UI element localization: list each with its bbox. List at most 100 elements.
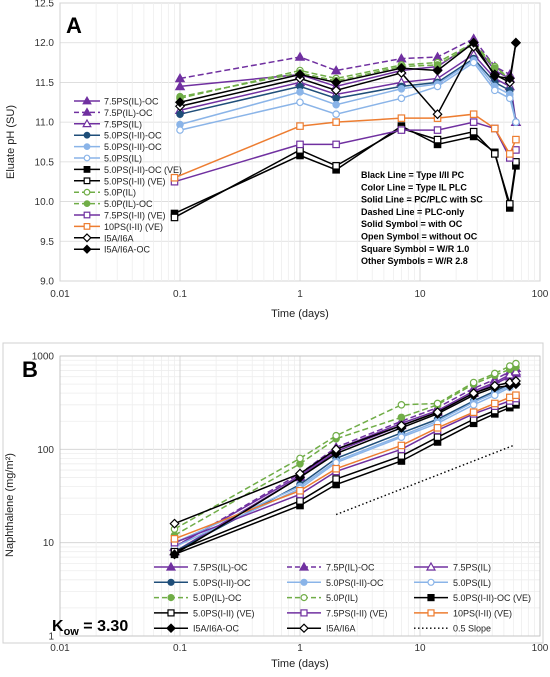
panel-b-series-line: [174, 362, 517, 530]
panel-a-series-13: [174, 37, 521, 108]
panel-a-ytick: 9.0: [40, 277, 54, 288]
panel-a-annotation-line: Solid Line = PC/PLC with SC: [361, 195, 483, 205]
panel-a-data-point: [490, 150, 499, 158]
panel-b-legend-label: 7.5PS(IL)-OC: [193, 563, 248, 573]
panel-b-ytick: 1: [48, 632, 54, 643]
panel-a-legend: 7.5PS(IL)-OC7.5P(IL)-OC7.5PS(IL) 5.0PS(I-…: [74, 95, 182, 255]
panel-b-data-point: [490, 369, 499, 378]
panel-a-legend-label: 5.0P(IL): [104, 188, 136, 198]
panel-a-legend-label: 10PS(I-II) (VE): [104, 222, 163, 232]
panel-a-legend-label: I5A/I6A: [104, 233, 134, 243]
panel-b-xlabel: Time (days): [271, 658, 329, 670]
panel-b-legend-label: 5.0PS(IL): [453, 578, 491, 588]
panel-a-ytick: 10.5: [35, 157, 55, 168]
panel-a-data-point: [397, 126, 406, 134]
panel-a-ylabel: Eluate pH (SU): [5, 105, 17, 179]
panel-a-data-point: [468, 37, 479, 48]
panel-b-data-point: [332, 458, 340, 467]
panel-b-data-point: [512, 359, 520, 368]
panel-a-data-point: [296, 140, 304, 149]
panel-a-annotation-line: Open Symbol = without OC: [361, 232, 478, 242]
panel-b-legend-marker: [427, 609, 435, 617]
panel-b-ytick: 10: [43, 538, 55, 549]
panel-b-legend-item: 5.0PS(I-II)-OC (VE): [414, 593, 531, 603]
panel-a-legend-marker: [83, 188, 91, 196]
panel-a-legend-label: 7.5PS(I-II) (VE): [104, 211, 166, 221]
panel-a-xtick: 0.01: [50, 289, 70, 300]
panel-a-series-5: [176, 58, 520, 134]
panel-a-legend-item: 7.5PS(IL): [74, 118, 142, 129]
panel-b-legend-marker: [298, 561, 310, 571]
panel-a-grid: [59, 2, 540, 282]
panel-a-annotation-line: Solid Symbol = with OC: [361, 219, 463, 229]
panel-b-legend-label: 5.0PS(I-II)-OC (VE): [453, 593, 531, 603]
panel-b-legend-label: 7.5P(IL)-OC: [326, 563, 375, 573]
kow-value: = 3.30: [79, 618, 128, 635]
panel-b-legend-label: 7.5PS(IL): [453, 563, 491, 573]
panel-a-data-point: [433, 82, 442, 91]
panel-b-legend-item: 5.0PS(I-II)-OC: [154, 578, 251, 588]
panel-a-ticks: 0.01 0.1 1 10 100 9.0 9.5 10.0 10.5 11.0 11.5 12.0 1…: [35, 0, 549, 300]
panel-b-legend-label: 0.5 Slope: [453, 624, 491, 634]
panel-a-data-point: [296, 98, 304, 107]
panel-b-data-point: [296, 486, 304, 495]
panel-b-data-point: [468, 388, 479, 399]
panel-b-ticks: 0.01 0.1 1 10 100 1 10 100 1000: [32, 352, 549, 655]
panel-a-xtick: 10: [414, 289, 426, 300]
panel-a-data-point: [176, 126, 184, 134]
panel-a: 0.01 0.1 1 10 100 9.0 9.5 10.0 10.5 11.0 11.5 12.0 1…: [5, 0, 549, 320]
panel-b-xtick: 100: [532, 643, 549, 654]
panel-b-xtick: 1: [297, 643, 303, 654]
panel-a-legend-item: 7.5PS(I-II) (VE): [74, 211, 166, 221]
panel-b-series-13: [169, 375, 521, 529]
panel-b-data-point: [397, 452, 406, 460]
panel-a-data-point: [170, 213, 179, 222]
panel-b-xtick: 10: [414, 643, 426, 654]
panel-b-legend-label: 7.5PS(I-II) (VE): [326, 608, 388, 618]
panel-a-data-point: [397, 114, 406, 122]
panel-b-legend-label: 5.0PS(I-II) (VE): [193, 608, 255, 618]
panel-a-legend-label: 5.0PS(IL): [104, 154, 142, 164]
panel-a-ytick: 11.5: [35, 78, 54, 89]
panel-a-data-point: [469, 110, 478, 119]
panel-b-legend-item: 7.5PS(I-II) (VE): [287, 608, 388, 618]
panel-a-data-point: [174, 80, 186, 91]
panel-b-data-point: [332, 431, 340, 440]
panel-a-ytick: 10.0: [35, 197, 55, 208]
panel-a-data-point: [170, 173, 179, 182]
panel-a-legend-item: 5.0P(IL)-OC: [74, 199, 153, 209]
panel-b-data-point: [332, 475, 340, 483]
panel-a-legend-label: 7.5P(IL)-OC: [104, 108, 153, 118]
panel-a-data-point: [332, 110, 340, 119]
panel-a-annotation: Black Line = Type I/II PC Color Line = Ty…: [361, 170, 483, 266]
panel-a-ytick: 12.5: [35, 0, 55, 10]
panel-b-data-point: [332, 464, 340, 473]
panel-a-legend-marker: [83, 223, 91, 230]
panel-a-data-point: [296, 88, 304, 96]
panel-a-data-point: [510, 37, 521, 48]
panel-a-data-point: [396, 63, 407, 74]
panel-b-data-point: [331, 444, 342, 455]
panel-a-legend-marker: [82, 233, 92, 243]
panel-a-annotation-line: Dashed Line = PLC-only: [361, 207, 464, 217]
panel-b-data-point: [510, 366, 522, 376]
panel-a-data-point: [469, 127, 478, 136]
panel-a-data-point: [505, 150, 514, 158]
panel-a-legend-item: 5.0PS(I-II)-OC: [74, 131, 162, 141]
panel-b-legend-item: 5.0PS(I-II)-OC: [287, 578, 384, 588]
panel-b-legend-marker: [167, 578, 175, 586]
panel-a-legend-marker: [82, 95, 92, 105]
panel-a-annotation-line: Other Symbols = W/R 2.8: [361, 256, 468, 266]
panel-a-xtick: 1: [297, 289, 303, 300]
panel-b-ylabel: Naphthalene (mg/m²): [4, 453, 16, 557]
panel-a-legend-label: 7.5PS(IL): [104, 119, 142, 129]
panel-b-data-point: [490, 391, 499, 400]
panel-b-legend-marker: [165, 561, 177, 571]
panel-b-legend-item: 7.5PS(IL)-OC: [154, 561, 248, 573]
panel-b-legend-marker: [300, 609, 308, 617]
panel-a-legend-marker: [83, 211, 91, 219]
panel-a-annotation-line: Square Symbol = W/R 1.0: [361, 244, 469, 254]
panel-b-legend-label: I5A/I6A-OC: [193, 624, 240, 634]
panel-a-legend-item: 7.5P(IL)-OC: [74, 107, 153, 118]
panel-b-legend-item: 5.0PS(IL): [414, 578, 491, 588]
